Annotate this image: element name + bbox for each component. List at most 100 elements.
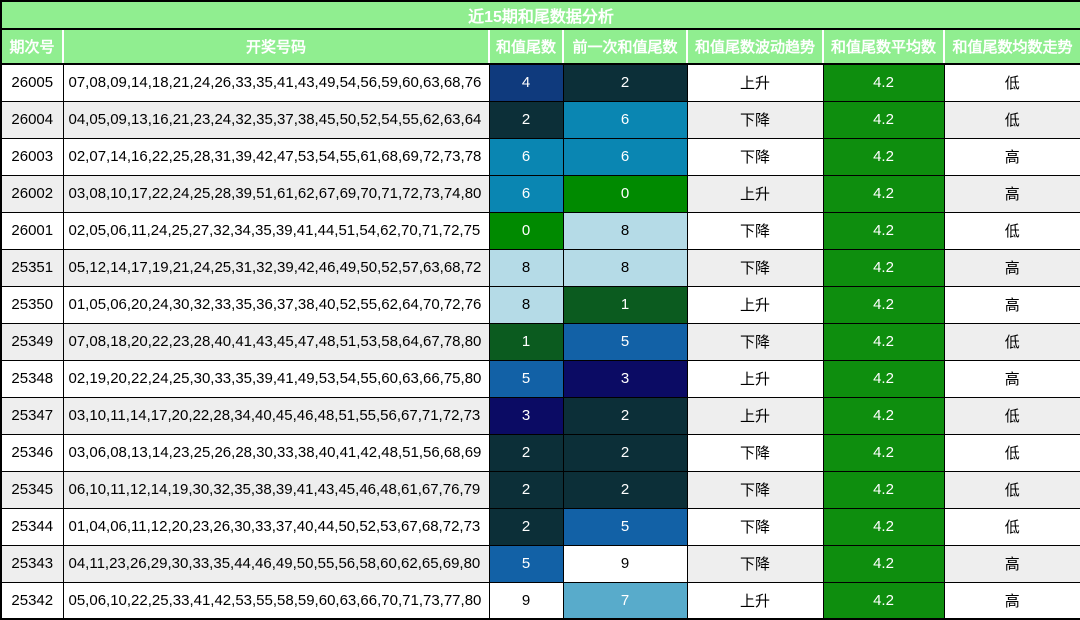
draw-numbers-cell: 03,10,11,14,17,20,22,28,34,40,45,46,48,5…: [62, 396, 490, 435]
average-trend-cell: 低: [943, 396, 1080, 435]
period-cell: 25351: [0, 248, 64, 287]
tail-digit-cell: 5: [488, 359, 564, 398]
title-row: 近15期和尾数据分析: [0, 0, 1080, 30]
table-row: 25343 04,11,23,26,29,30,33,35,44,46,49,50…: [0, 544, 1080, 583]
table-body: 26005 07,08,09,14,18,21,24,26,33,35,41,43…: [0, 63, 1080, 620]
draw-numbers-cell: 02,19,20,22,24,25,30,33,35,39,41,49,53,5…: [62, 359, 490, 398]
table-row: 26002 03,08,10,17,22,24,25,28,39,51,61,62…: [0, 174, 1080, 213]
tail-digit-cell: 9: [488, 581, 564, 620]
average-cell: 4.2: [822, 63, 945, 102]
prev-tail-digit-cell: 2: [562, 396, 688, 435]
draw-numbers-cell: 01,05,06,20,24,30,32,33,35,36,37,38,40,5…: [62, 285, 490, 324]
average-trend-cell: 低: [943, 322, 1080, 361]
tail-digit-cell: 2: [488, 507, 564, 546]
table-row: 25344 01,04,06,11,12,20,23,26,30,33,37,40…: [0, 507, 1080, 546]
trend-cell: 下降: [686, 137, 824, 176]
period-cell: 25349: [0, 322, 64, 361]
average-trend-cell: 高: [943, 581, 1080, 620]
prev-tail-digit-cell: 5: [562, 322, 688, 361]
tail-digit-cell: 6: [488, 174, 564, 213]
column-header-7: 和值尾数均数走势: [942, 28, 1080, 65]
table-row: 25342 05,06,10,22,25,33,41,42,53,55,58,59…: [0, 581, 1080, 620]
average-cell: 4.2: [822, 100, 945, 139]
trend-cell: 上升: [686, 396, 824, 435]
average-trend-cell: 低: [943, 63, 1080, 102]
period-cell: 25346: [0, 433, 64, 472]
table-row: 26005 07,08,09,14,18,21,24,26,33,35,41,43…: [0, 63, 1080, 102]
average-trend-cell: 高: [943, 248, 1080, 287]
period-cell: 25347: [0, 396, 64, 435]
average-cell: 4.2: [822, 211, 945, 250]
table-row: 25350 01,05,06,20,24,30,32,33,35,36,37,38…: [0, 285, 1080, 324]
draw-numbers-cell: 03,08,10,17,22,24,25,28,39,51,61,62,67,6…: [62, 174, 490, 213]
prev-tail-digit-cell: 2: [562, 63, 688, 102]
average-cell: 4.2: [822, 507, 945, 546]
period-cell: 26002: [0, 174, 64, 213]
prev-tail-digit-cell: 1: [562, 285, 688, 324]
period-cell: 25343: [0, 544, 64, 583]
column-header-3: 和值尾数: [488, 28, 564, 65]
prev-tail-digit-cell: 2: [562, 470, 688, 509]
prev-tail-digit-cell: 9: [562, 544, 688, 583]
period-cell: 26005: [0, 63, 64, 102]
column-header-6: 和值尾数平均数: [822, 28, 945, 65]
prev-tail-digit-cell: 5: [562, 507, 688, 546]
draw-numbers-cell: 03,06,08,13,14,23,25,26,28,30,33,38,40,4…: [62, 433, 490, 472]
average-cell: 4.2: [822, 137, 945, 176]
draw-numbers-cell: 06,10,11,12,14,19,30,32,35,38,39,41,43,4…: [62, 470, 490, 509]
table-row: 25345 06,10,11,12,14,19,30,32,35,38,39,41…: [0, 470, 1080, 509]
prev-tail-digit-cell: 8: [562, 248, 688, 287]
tail-digit-cell: 8: [488, 248, 564, 287]
draw-numbers-cell: 04,11,23,26,29,30,33,35,44,46,49,50,55,5…: [62, 544, 490, 583]
average-trend-cell: 高: [943, 137, 1080, 176]
trend-cell: 下降: [686, 322, 824, 361]
table-row: 26003 02,07,14,16,22,25,28,31,39,42,47,53…: [0, 137, 1080, 176]
average-cell: 4.2: [822, 285, 945, 324]
draw-numbers-cell: 02,05,06,11,24,25,27,32,34,35,39,41,44,5…: [62, 211, 490, 250]
average-trend-cell: 低: [943, 507, 1080, 546]
draw-numbers-cell: 01,04,06,11,12,20,23,26,30,33,37,40,44,5…: [62, 507, 490, 546]
average-trend-cell: 高: [943, 359, 1080, 398]
period-cell: 25342: [0, 581, 64, 620]
tail-digit-cell: 6: [488, 137, 564, 176]
average-cell: 4.2: [822, 359, 945, 398]
tail-digit-cell: 2: [488, 470, 564, 509]
draw-numbers-cell: 05,06,10,22,25,33,41,42,53,55,58,59,60,6…: [62, 581, 490, 620]
tail-digit-cell: 3: [488, 396, 564, 435]
tail-digit-cell: 2: [488, 100, 564, 139]
column-header-5: 和值尾数波动趋势: [686, 28, 824, 65]
average-cell: 4.2: [822, 470, 945, 509]
column-header-1: 期次号: [0, 28, 64, 65]
average-trend-cell: 高: [943, 174, 1080, 213]
page-title: 近15期和尾数据分析: [0, 0, 1080, 30]
column-header-4: 前一次和值尾数: [562, 28, 688, 65]
draw-numbers-cell: 02,07,14,16,22,25,28,31,39,42,47,53,54,5…: [62, 137, 490, 176]
prev-tail-digit-cell: 0: [562, 174, 688, 213]
tail-digit-cell: 8: [488, 285, 564, 324]
average-cell: 4.2: [822, 433, 945, 472]
tail-digit-cell: 2: [488, 433, 564, 472]
period-cell: 26003: [0, 137, 64, 176]
average-trend-cell: 高: [943, 285, 1080, 324]
trend-cell: 上升: [686, 63, 824, 102]
trend-cell: 下降: [686, 433, 824, 472]
table-row: 25346 03,06,08,13,14,23,25,26,28,30,33,38…: [0, 433, 1080, 472]
tail-digit-cell: 0: [488, 211, 564, 250]
tail-digit-cell: 1: [488, 322, 564, 361]
prev-tail-digit-cell: 2: [562, 433, 688, 472]
period-cell: 25345: [0, 470, 64, 509]
period-cell: 25348: [0, 359, 64, 398]
draw-numbers-cell: 07,08,18,20,22,23,28,40,41,43,45,47,48,5…: [62, 322, 490, 361]
table-row: 25349 07,08,18,20,22,23,28,40,41,43,45,47…: [0, 322, 1080, 361]
trend-cell: 下降: [686, 100, 824, 139]
prev-tail-digit-cell: 3: [562, 359, 688, 398]
average-trend-cell: 低: [943, 100, 1080, 139]
trend-cell: 上升: [686, 359, 824, 398]
trend-cell: 下降: [686, 211, 824, 250]
table-row: 25348 02,19,20,22,24,25,30,33,35,39,41,49…: [0, 359, 1080, 398]
average-cell: 4.2: [822, 174, 945, 213]
tail-digit-cell: 5: [488, 544, 564, 583]
prev-tail-digit-cell: 8: [562, 211, 688, 250]
column-header-2: 开奖号码: [62, 28, 490, 65]
